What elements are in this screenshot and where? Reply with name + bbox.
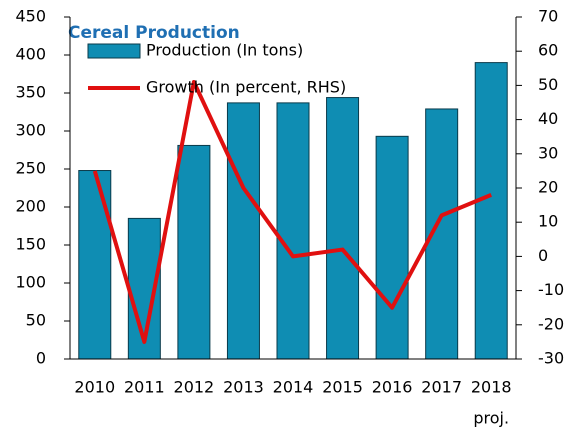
y2-tick-label: 60 [538, 41, 558, 60]
annotation: proj. [473, 409, 509, 428]
y2-tick-label: -30 [538, 349, 564, 368]
y-tick-label: 450 [15, 7, 46, 26]
y2-tick-label: 0 [538, 246, 548, 265]
y2-tick-label: 50 [538, 75, 558, 94]
y-tick-label: 150 [15, 235, 46, 254]
x-tick-label: 2011 [124, 378, 165, 397]
y-tick-label: 400 [15, 45, 46, 64]
bar [474, 62, 508, 360]
legend-label: Production (In tons) [146, 41, 303, 60]
legend-label: Growth (In percent, RHS) [146, 78, 346, 97]
x-tick-label: 2014 [273, 378, 314, 397]
x-tick-label: 2010 [74, 378, 115, 397]
x-tick-label: 2012 [174, 378, 215, 397]
y-tick-label: 250 [15, 159, 46, 178]
x-tick-label: 2017 [421, 378, 462, 397]
bar [177, 144, 211, 360]
x-tick-label: 2013 [223, 378, 264, 397]
y2-tick-label: 40 [538, 109, 558, 128]
line [92, 79, 492, 344]
x-tick-label: 2015 [322, 378, 363, 397]
bar [226, 102, 260, 360]
y2-tick-label: -20 [538, 314, 564, 333]
y-tick-label: 0 [36, 349, 46, 368]
y-tick-label: 100 [15, 273, 46, 292]
y2-tick-label: 70 [538, 7, 558, 26]
y2-tick-label: 20 [538, 178, 558, 197]
y2-tick-label: 30 [538, 143, 558, 162]
bar [326, 97, 360, 360]
y2-tick-label: -10 [538, 280, 564, 299]
bar [276, 102, 310, 360]
y-tick-label: 300 [15, 121, 46, 140]
y-tick-label: 50 [26, 311, 46, 330]
chart-title: Cereal Production [68, 23, 240, 43]
bar [78, 170, 112, 360]
y-tick-label: 200 [15, 197, 46, 216]
y-tick-label: 350 [15, 83, 46, 102]
bar [375, 135, 409, 360]
y2-tick-label: 10 [538, 212, 558, 231]
x-tick-label: 2016 [372, 378, 413, 397]
x-tick-label: 2018 [471, 378, 512, 397]
legend-swatch [87, 43, 141, 59]
